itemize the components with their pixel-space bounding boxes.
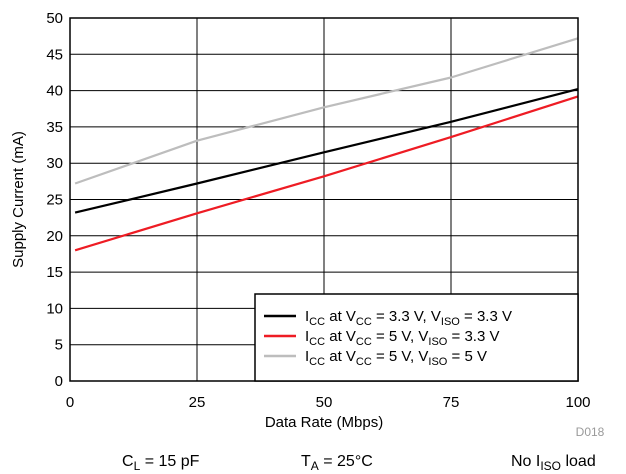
x-axis-ticks: 0 25 50 75 100	[66, 394, 591, 411]
y-tick-label: 5	[55, 337, 63, 354]
y-tick-label: 15	[46, 264, 63, 281]
condition-load: No IISO load	[511, 453, 596, 473]
y-tick-label: 40	[46, 83, 63, 100]
series-line-3	[74, 37, 579, 185]
y-tick-label: 20	[46, 228, 63, 245]
y-tick-label: 45	[46, 46, 63, 63]
legend-box	[254, 293, 579, 382]
condition-cl: CL = 15 pF	[122, 453, 200, 473]
y-tick-label: 0	[55, 373, 63, 390]
y-tick-label: 50	[46, 10, 63, 27]
legend-label-2: ICC at VCC = 5 V, VISO = 3.3 V	[305, 328, 499, 348]
y-axis-ticks: 0 5 10 15 20 25 30 35 40 45 50	[46, 10, 63, 390]
x-tick-label: 25	[189, 394, 206, 411]
y-axis-title: Supply Current (mA)	[10, 131, 27, 268]
series-line-1	[74, 88, 579, 214]
y-tick-label: 35	[46, 119, 63, 136]
figure-code: D018	[576, 425, 605, 439]
legend-label-1: ICC at VCC = 3.3 V, VISO = 3.3 V	[305, 308, 512, 328]
series-line-2	[74, 95, 579, 252]
x-tick-label: 50	[316, 394, 333, 411]
x-tick-label: 75	[443, 394, 460, 411]
y-tick-label: 30	[46, 155, 63, 172]
x-tick-label: 100	[565, 394, 590, 411]
series-lines	[74, 37, 579, 252]
condition-ta: TA = 25°C	[301, 453, 373, 473]
legend-label-3: ICC at VCC = 5 V, VISO = 5 V	[305, 348, 487, 368]
x-axis-title: Data Rate (Mbps)	[265, 414, 383, 431]
y-tick-label: 25	[46, 192, 63, 209]
x-tick-label: 0	[66, 394, 74, 411]
y-tick-label: 10	[46, 300, 63, 317]
